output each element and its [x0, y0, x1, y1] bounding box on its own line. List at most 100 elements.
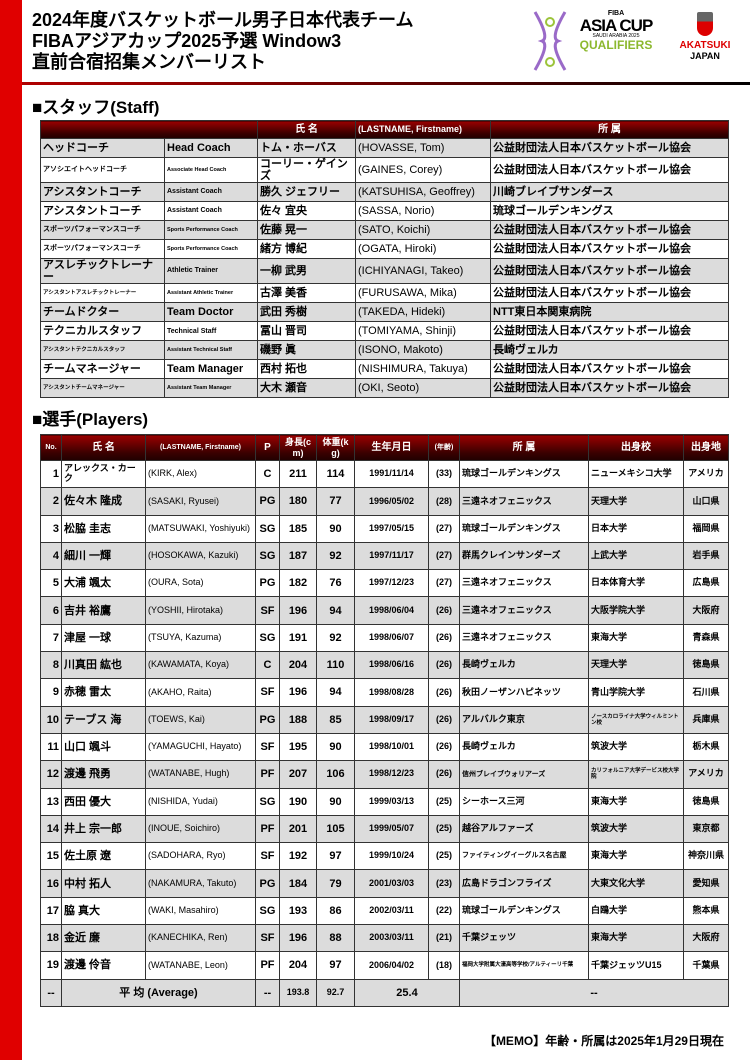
staff-affiliation: 琉球ゴールデンキングス [490, 201, 729, 222]
player-name-en: (SADOHARA, Ryo) [145, 842, 256, 871]
staff-role-jp: スポーツパフォーマンスコーチ [40, 239, 165, 260]
player-birthdate: 1998/06/16 [354, 651, 429, 680]
player-name-jp: 松脇 圭志 [61, 514, 146, 543]
player-position: SF [255, 732, 280, 762]
staff-affiliation: NTT東日本関東病院 [490, 302, 729, 323]
player-row: 5 大浦 颯太 (OURA, Sota) PG 182 76 1997/12/23 (27) 三… [40, 569, 729, 598]
player-weight: 90 [316, 514, 355, 543]
player-birthdate: 1997/05/15 [354, 514, 429, 543]
player-number: 7 [40, 623, 62, 653]
staff-name-jp: 西村 拓也 [257, 359, 356, 380]
header-cell: 身長(cm) [279, 434, 317, 461]
staff-name-en: (TOMIYAMA, Shinji) [355, 321, 491, 342]
staff-role-en: Team Manager [164, 359, 258, 380]
player-hometown: 大阪府 [683, 596, 729, 625]
header-cell: 出身地 [683, 434, 729, 461]
player-team: 三遠ネオフェニックス [459, 569, 589, 598]
player-number: 14 [40, 814, 62, 844]
player-row: 12 渡邊 飛勇 (WATANABE, Hugh) PF 207 106 1998/12/2… [40, 760, 729, 789]
player-weight: 106 [316, 760, 355, 789]
player-weight: 88 [316, 924, 355, 953]
player-hometown: アメリカ [683, 459, 729, 489]
player-number: 12 [40, 760, 62, 789]
player-row: 16 中村 拓人 (NAKAMURA, Takuto) PG 184 79 2001/03/… [40, 869, 729, 898]
staff-header-row: 氏 名 (LASTNAME, Firstname) 所 属 [40, 120, 729, 139]
player-hometown: 熊本県 [683, 896, 729, 926]
player-height: 201 [279, 814, 317, 844]
staff-table: 氏 名 (LASTNAME, Firstname) 所 属 ヘッドコーチ Head… [40, 120, 729, 399]
player-position: PG [255, 869, 280, 898]
staff-name-jp: コーリー・ゲインズ [257, 156, 356, 184]
staff-name-en: (NISHIMURA, Takuya) [355, 359, 491, 380]
player-height: 187 [279, 541, 317, 571]
player-hometown: 東京都 [683, 814, 729, 844]
player-number: 1 [40, 459, 62, 489]
staff-row: チームマネージャー Team Manager 西村 拓也 (NISHIMURA, Ta… [40, 359, 729, 380]
player-name-en: (OURA, Sota) [145, 569, 256, 598]
trophy-emblem-icon [533, 11, 567, 71]
staff-name-en: (SATO, Koichi) [355, 220, 491, 241]
player-weight: 79 [316, 869, 355, 898]
player-age: (22) [428, 896, 460, 926]
player-team: 三遠ネオフェニックス [459, 596, 589, 625]
player-height: 196 [279, 596, 317, 625]
player-number: 19 [40, 951, 62, 980]
player-row: 19 渡邊 伶音 (WATANABE, Leon) PF 204 97 2006/04/02… [40, 951, 729, 980]
player-team: 三遠ネオフェニックス [459, 487, 589, 516]
player-weight: 97 [316, 842, 355, 871]
player-hometown: アメリカ [683, 760, 729, 789]
player-team: ファイティングイーグルス名古屋 [459, 842, 589, 871]
player-team: 信州ブレイブウォリアーズ [459, 760, 589, 789]
player-name-jp: 脇 真大 [61, 896, 146, 926]
player-birthdate: 2001/03/03 [354, 869, 429, 898]
player-height: 185 [279, 514, 317, 543]
player-name-en: (NISHIDA, Yudai) [145, 787, 256, 816]
memo-note: 【MEMO】年齢・所属は2025年1月29日現在 [483, 1034, 724, 1048]
player-school: 日本大学 [588, 514, 684, 543]
staff-row: ヘッドコーチ Head Coach トム・ホーバス (HOVASSE, Tom) 公益財… [40, 138, 729, 158]
staff-affiliation: 公益財団法人日本バスケットボール協会 [490, 239, 729, 260]
player-name-jp: 赤穂 雷太 [61, 678, 146, 707]
player-weight: 85 [316, 705, 355, 734]
staff-affiliation: 公益財団法人日本バスケットボール協会 [490, 283, 729, 304]
staff-role-jp: アシスタントチームマネージャー [40, 378, 165, 399]
average-p: -- [255, 978, 280, 1007]
staff-role-jp: チームドクター [40, 302, 165, 323]
player-position: SG [255, 623, 280, 653]
header-cell [40, 120, 258, 139]
player-age: (18) [428, 951, 460, 980]
player-birthdate: 1997/12/23 [354, 569, 429, 598]
player-height: 182 [279, 569, 317, 598]
player-school: 筑波大学 [588, 732, 684, 762]
player-name-en: (KIRK, Alex) [145, 459, 256, 489]
player-position: PG [255, 487, 280, 516]
staff-heading: ■スタッフ(Staff) [32, 98, 160, 117]
average-label: 平 均 (Average) [61, 978, 256, 1007]
player-team: 秋田ノーザンハピネッツ [459, 678, 589, 707]
player-number: 5 [40, 569, 62, 598]
player-age: (27) [428, 541, 460, 571]
fiba-asia-cup-logo: FIBA ASIA CUP SAUDI ARABIA 2025 QUALIFIE… [530, 8, 660, 74]
player-age: (26) [428, 705, 460, 734]
player-age: (26) [428, 596, 460, 625]
player-birthdate: 1998/06/04 [354, 596, 429, 625]
player-weight: 90 [316, 787, 355, 816]
player-number: 2 [40, 487, 62, 516]
header-cell: 体重(kg) [316, 434, 355, 461]
player-name-jp: 西田 優大 [61, 787, 146, 816]
staff-name-en: (GAINES, Corey) [355, 156, 491, 184]
average-row: -- 平 均 (Average) -- 193.8 92.7 25.4 -- [40, 978, 729, 1007]
staff-affiliation: 公益財団法人日本バスケットボール協会 [490, 378, 729, 399]
staff-role-en: Assistant Athletic Trainer [164, 283, 258, 304]
player-weight: 92 [316, 541, 355, 571]
player-height: 204 [279, 951, 317, 980]
player-row: 14 井上 宗一郎 (INOUE, Soichiro) PF 201 105 1999/05… [40, 814, 729, 844]
player-row: 13 西田 優大 (NISHIDA, Yudai) SG 190 90 1999/03/13… [40, 787, 729, 816]
player-birthdate: 1996/05/02 [354, 487, 429, 516]
player-row: 3 松脇 圭志 (MATSUWAKI, Yoshiyuki) SG 185 90 1997/… [40, 514, 729, 543]
player-hometown: 岩手県 [683, 541, 729, 571]
player-height: 196 [279, 924, 317, 953]
staff-affiliation: 公益財団法人日本バスケットボール協会 [490, 258, 729, 285]
player-name-en: (NAKAMURA, Takuto) [145, 869, 256, 898]
player-number: 13 [40, 787, 62, 816]
